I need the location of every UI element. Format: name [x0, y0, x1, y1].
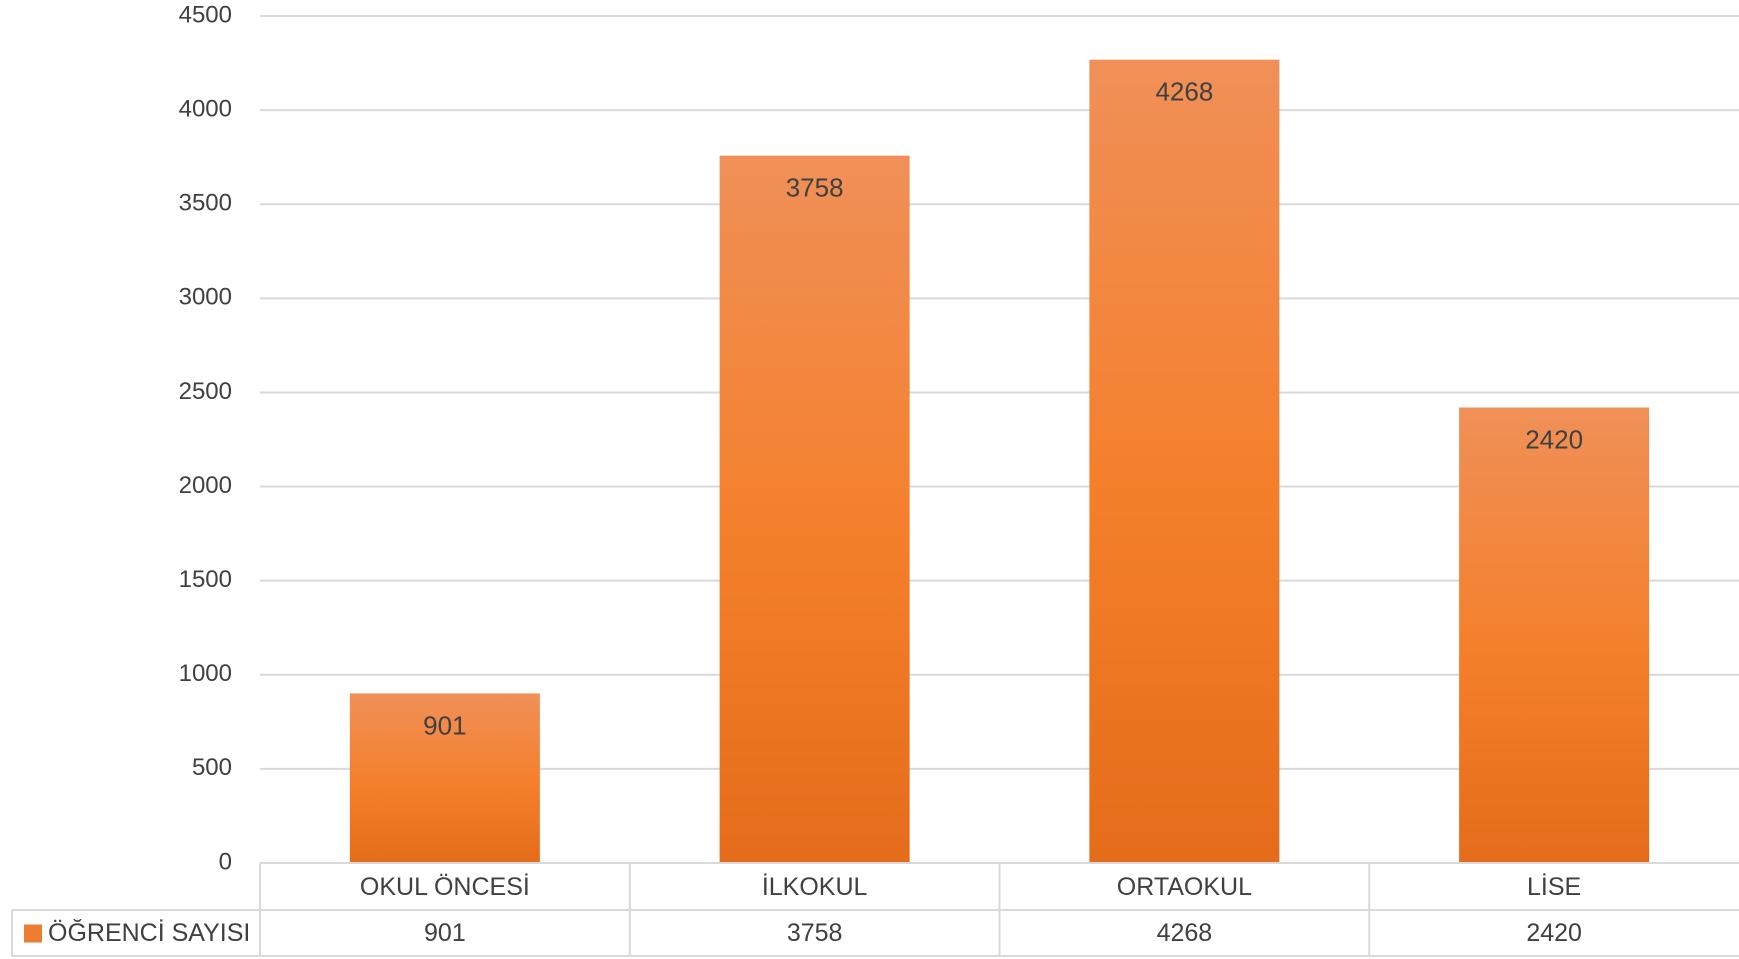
bar-data-label: 901: [423, 710, 466, 740]
bar-data-label: 3758: [786, 173, 844, 203]
bar-data-label: 4268: [1155, 77, 1213, 107]
bar: [719, 155, 910, 863]
bar-data-label: 2420: [1525, 424, 1583, 454]
y-tick-label: 1500: [179, 566, 232, 593]
bar: [1089, 59, 1280, 864]
table-value: 4268: [1157, 919, 1213, 947]
bars: [349, 59, 1650, 864]
y-tick-label: 4000: [179, 95, 232, 122]
y-axis-tick-labels: 0 500 1000 1500 2000 2500 3000 3500 4000 4500: [179, 1, 232, 875]
x-category-label: OKUL ÖNCESİ: [360, 872, 530, 901]
y-tick-label: 500: [192, 754, 232, 781]
bar: [349, 693, 540, 863]
table-value: 901: [424, 919, 466, 947]
table-value: 3758: [787, 919, 843, 947]
y-tick-label: 3000: [179, 284, 232, 311]
y-tick-label: 3500: [179, 190, 232, 217]
bar: [1459, 407, 1650, 863]
table-value: 2420: [1526, 919, 1582, 947]
gridlines: [260, 15, 1739, 770]
data-table: OKUL ÖNCESİ 901 İLKOKUL 3758 ORTAOKUL 4268 LİS…: [11, 862, 1739, 957]
data-labels: 901 3758 4268 2420: [423, 77, 1583, 741]
y-tick-label: 2000: [179, 472, 232, 499]
y-tick-label: 2500: [179, 378, 232, 405]
legend-swatch: [24, 924, 42, 943]
legend-series-label: ÖĞRENCİ SAYISI: [48, 918, 250, 947]
x-category-label: İLKOKUL: [762, 872, 868, 901]
x-category-label: ORTAOKUL: [1117, 873, 1252, 901]
y-tick-label: 4500: [179, 1, 232, 28]
x-category-label: LİSE: [1527, 872, 1581, 901]
y-tick-label: 1000: [179, 660, 232, 687]
y-tick-label: 0: [219, 848, 232, 875]
